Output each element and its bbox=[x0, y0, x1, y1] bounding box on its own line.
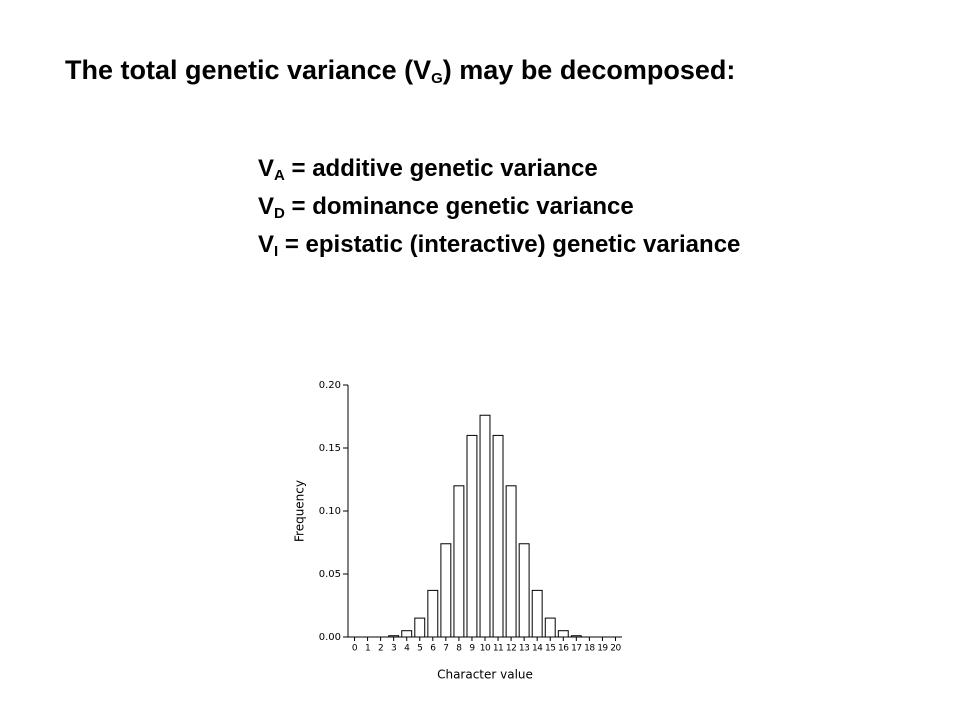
bar bbox=[492, 434, 504, 638]
item-subscript: I bbox=[274, 243, 279, 260]
x-tick-label: 14 bbox=[532, 644, 543, 654]
bar bbox=[466, 434, 478, 638]
bar bbox=[570, 635, 582, 638]
item-subscript: A bbox=[274, 167, 285, 184]
x-tick-label: 17 bbox=[571, 644, 581, 654]
bar bbox=[388, 635, 400, 638]
y-tick-label: 0.05 bbox=[319, 569, 341, 580]
x-tick-label: 6 bbox=[430, 644, 436, 654]
title-text: ) may be decomposed: bbox=[442, 55, 736, 85]
bar bbox=[557, 630, 569, 638]
y-tick-label: 0.15 bbox=[319, 443, 341, 454]
x-tick-label: 7 bbox=[443, 644, 448, 654]
x-tick-label: 5 bbox=[417, 644, 422, 654]
x-tick-label: 20 bbox=[610, 644, 621, 654]
bar bbox=[518, 543, 530, 638]
bar bbox=[479, 414, 491, 638]
bar bbox=[414, 617, 426, 638]
item-symbol: V bbox=[258, 231, 275, 258]
x-tick-label: 4 bbox=[404, 644, 410, 654]
x-tick-label: 8 bbox=[456, 644, 462, 654]
y-tick-label: 0.10 bbox=[319, 506, 341, 517]
x-tick-label: 3 bbox=[391, 644, 396, 654]
x-tick-label: 2 bbox=[378, 644, 383, 654]
x-tick-label: 15 bbox=[545, 644, 555, 654]
x-tick-label: 9 bbox=[469, 644, 475, 654]
item-text: = epistatic (interactive) genetic varian… bbox=[278, 231, 741, 258]
item: VI = epistatic (interactive) genetic var… bbox=[258, 226, 740, 264]
x-tick-label: 0 bbox=[352, 644, 358, 654]
bar bbox=[401, 630, 413, 638]
x-tick-label: 13 bbox=[519, 644, 529, 654]
item-symbol: V bbox=[258, 155, 275, 182]
item: VA = additive genetic variance bbox=[258, 150, 740, 188]
item-text: = additive genetic variance bbox=[284, 155, 598, 182]
x-tick-label: 19 bbox=[597, 644, 608, 654]
bar bbox=[505, 485, 517, 638]
bar bbox=[440, 543, 452, 638]
x-axis-label: Character value bbox=[437, 668, 533, 682]
y-tick-label: 0.00 bbox=[319, 632, 341, 643]
x-tick-label: 1 bbox=[365, 644, 370, 654]
item: VD = dominance genetic variance bbox=[258, 188, 740, 226]
bar bbox=[453, 485, 465, 638]
item-symbol: V bbox=[258, 193, 275, 220]
bar bbox=[531, 589, 543, 638]
x-tick-label: 10 bbox=[480, 644, 491, 654]
x-tick-label: 18 bbox=[584, 644, 595, 654]
slide-title: The total genetic variance (VG) may be d… bbox=[65, 52, 745, 88]
x-tick-label: 11 bbox=[493, 644, 503, 654]
y-tick-label: 0.20 bbox=[319, 380, 341, 391]
bar bbox=[544, 617, 556, 638]
item-text: = dominance genetic variance bbox=[284, 193, 634, 220]
bar bbox=[427, 589, 439, 638]
item-list: VA = additive genetic variance VD = domin… bbox=[258, 150, 740, 264]
title-subscript: G bbox=[431, 70, 443, 87]
item-subscript: D bbox=[274, 205, 285, 222]
x-tick-label: 16 bbox=[558, 644, 569, 654]
x-tick-label: 12 bbox=[506, 644, 516, 654]
title-text: The total genetic variance (V bbox=[65, 55, 432, 85]
y-axis-label: Frequency bbox=[293, 480, 307, 542]
